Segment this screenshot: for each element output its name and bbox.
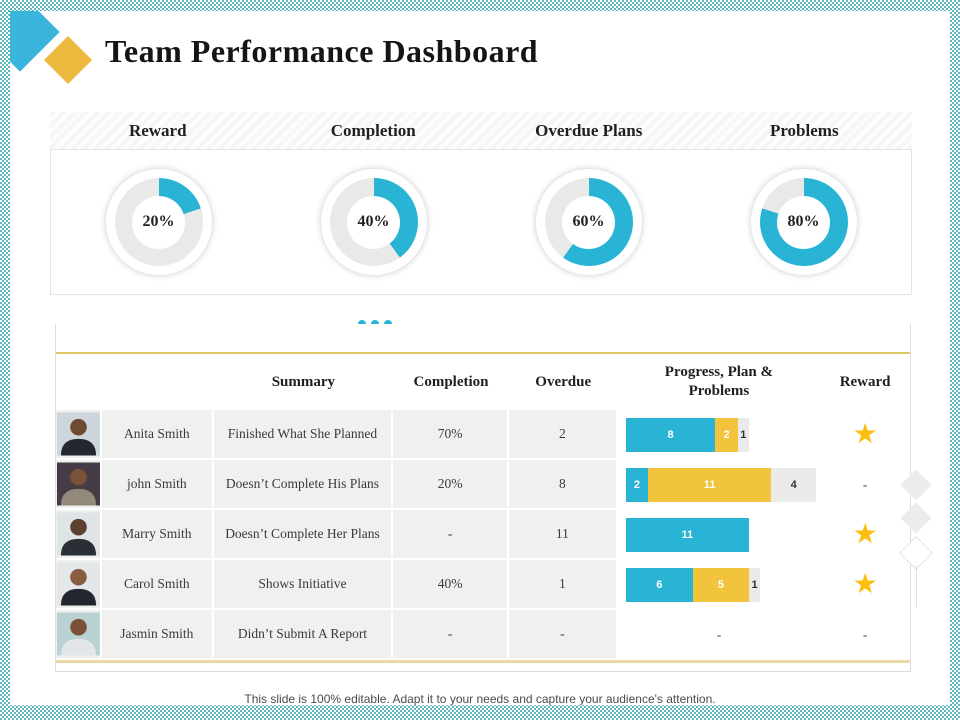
summary-cell: Finished What She Planned <box>213 410 394 460</box>
member-name: Anita Smith <box>102 410 214 460</box>
bar-segment-cyan: 2 <box>625 468 649 502</box>
progress-bar-cell: - <box>618 610 821 660</box>
star-icon: ★ <box>852 519 878 550</box>
member-avatar <box>56 610 102 660</box>
member-avatar <box>56 510 102 560</box>
table-row: Jasmin Smith Didn’t Submit A Report - - … <box>56 610 910 660</box>
bar-segment-cyan: 8 <box>625 418 716 452</box>
reward-cell: ★ <box>820 560 910 610</box>
completion-cell: 70% <box>393 410 509 460</box>
member-avatar <box>56 460 102 510</box>
side-deco-line <box>916 565 917 607</box>
member-name: Marry Smith <box>102 510 214 560</box>
progress-stacked-bar: 11 <box>625 518 749 552</box>
overdue-cell: 8 <box>508 460 618 510</box>
completion-cell: - <box>393 610 509 660</box>
table-row: Marry Smith Doesn’t Complete Her Plans -… <box>56 510 910 560</box>
donut-chart: 20% <box>105 169 212 275</box>
donut-problems: 80% <box>696 169 911 275</box>
summary-cell: Shows Initiative <box>213 560 394 610</box>
bar-segment-gray: 1 <box>737 418 749 452</box>
completion-cell: 40% <box>393 560 509 610</box>
star-icon: ★ <box>852 419 878 450</box>
table-row: Anita Smith Finished What She Planned 70… <box>56 410 910 460</box>
donut-chart: 60% <box>535 169 642 275</box>
dash-mark: - <box>862 477 868 492</box>
bar-segment-yellow: 11 <box>648 468 772 502</box>
donut-chart: 40% <box>320 169 427 275</box>
progress-stacked-bar: 2 11 4 <box>625 468 817 502</box>
donut-percent-label: 60% <box>562 195 615 249</box>
header-completion: Completion <box>413 373 489 390</box>
overdue-cell: 2 <box>508 410 618 460</box>
avatar-photo <box>57 562 100 606</box>
donut-percent-label: 20% <box>132 195 185 249</box>
dash-mark: - <box>862 627 868 642</box>
team-table: Summary Completion Overdue Progress, Pla… <box>55 324 911 672</box>
summary-cell: Doesn’t Complete Her Plans <box>213 510 394 560</box>
donut-overdue-plans: 60% <box>481 169 696 275</box>
donut-chart-panel: 20% 40% 60% <box>50 149 912 295</box>
kpi-header-reward: Reward <box>128 120 187 140</box>
bar-segment-yellow: 2 <box>715 418 738 452</box>
bar-segment-gray: 1 <box>748 568 761 602</box>
progress-bar-cell: 2 11 4 <box>618 460 821 510</box>
reward-cell: ★ <box>820 510 910 560</box>
member-name: Carol Smith <box>102 560 214 610</box>
avatar-photo <box>57 412 100 456</box>
member-avatar <box>56 560 102 610</box>
slide-content: Team Performance Dashboard Reward Comple… <box>10 11 950 705</box>
kpi-header-problems: Problems <box>769 120 839 140</box>
footer-note: This slide is 100% editable. Adapt it to… <box>244 692 716 705</box>
donut-percent-label: 80% <box>777 195 830 249</box>
completion-cell: 20% <box>393 460 509 510</box>
reward-cell: - <box>820 460 910 510</box>
bar-segment-gray: 4 <box>771 468 817 502</box>
reward-cell: - <box>820 610 910 660</box>
donut-reward: 20% <box>51 169 266 275</box>
kpi-header-band: Reward Completion Overdue Plans Problems <box>50 112 912 149</box>
kpi-header-completion: Completion <box>330 120 416 140</box>
summary-cell: Doesn’t Complete His Plans <box>213 460 394 510</box>
table-row: john Smith Doesn’t Complete His Plans 20… <box>56 460 910 510</box>
bar-segment-cyan: 11 <box>625 518 749 552</box>
corner-diamond-gold <box>43 35 93 85</box>
avatar-photo <box>57 512 100 556</box>
summary-cell: Didn’t Submit A Report <box>213 610 394 660</box>
member-name: Jasmin Smith <box>102 610 214 660</box>
page-title: Team Performance Dashboard <box>105 33 539 69</box>
member-name: john Smith <box>102 460 214 510</box>
donut-chart: 80% <box>750 169 857 275</box>
dash-mark: - <box>716 627 722 642</box>
kpi-header-overdue-plans: Overdue Plans <box>535 120 643 140</box>
header-overdue: Overdue <box>535 373 592 390</box>
avatar-photo <box>57 612 100 656</box>
table-bottom-rule <box>56 660 910 663</box>
reward-cell: ★ <box>820 410 910 460</box>
donut-percent-label: 40% <box>347 195 400 249</box>
table-header-row: Summary Completion Overdue Progress, Pla… <box>56 354 910 410</box>
star-icon: ★ <box>852 569 878 600</box>
overdue-cell: 11 <box>508 510 618 560</box>
header-reward: Reward <box>839 373 891 390</box>
header-summary: Summary <box>271 373 336 390</box>
progress-bar-cell: 11 <box>618 510 821 560</box>
overdue-cell: - <box>509 610 618 660</box>
table-top-rule <box>56 352 910 354</box>
avatar-photo <box>57 462 100 506</box>
bar-segment-yellow: 5 <box>692 568 749 602</box>
completion-cell: - <box>393 510 509 560</box>
member-avatar <box>56 410 102 460</box>
header-progress: Progress, Plan & Problems <box>664 364 773 399</box>
overdue-cell: 1 <box>508 560 618 610</box>
donut-completion: 40% <box>266 169 481 275</box>
bar-segment-cyan: 6 <box>625 568 693 602</box>
